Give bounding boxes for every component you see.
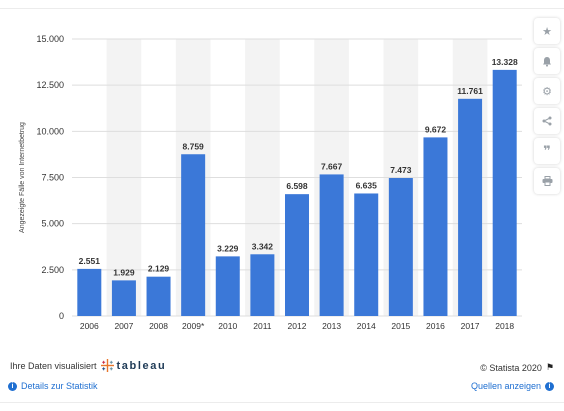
sources-link[interactable]: Quellen anzeigen i [471,381,554,391]
flag-icon: ⚑ [545,362,554,372]
data-label: 8.759 [183,141,205,151]
bar [77,268,102,316]
x-tick-label: 2014 [357,321,376,331]
visualized-text: Ihre Daten visualisiert [10,360,97,371]
y-axis-label: Angezeigte Fälle von Internetbetrug [19,122,26,233]
data-label: 2.551 [79,256,101,266]
cite-button[interactable]: ❞ [534,138,560,164]
bottom-divider [0,402,564,403]
share-button[interactable] [534,108,560,134]
data-label: 6.635 [356,180,378,190]
bar [492,69,517,316]
x-tick-label: 2008 [149,321,168,331]
data-label: 7.473 [390,165,412,175]
x-tick-label: 2018 [495,321,514,331]
info-icon: i [545,381,554,391]
bar [423,137,448,316]
y-tick-label: 7.500 [41,173,64,183]
notification-button[interactable] [534,48,560,74]
print-button[interactable] [534,168,560,194]
bar [458,98,483,316]
y-tick-label: 5.000 [41,219,64,229]
settings-button[interactable]: ⚙ [534,78,560,104]
x-tick-label: 2011 [253,321,272,331]
bar [285,194,309,316]
bar [319,174,344,316]
bell-icon [543,56,551,67]
data-label: 2.129 [148,264,170,274]
data-label: 3.342 [252,241,274,251]
favorite-button[interactable]: ★ [534,18,560,44]
y-tick-label: 12.500 [36,80,64,90]
y-tick-label: 15.000 [36,34,64,44]
y-tick-label: 2.500 [41,265,64,275]
details-link-label: Details zur Statistik [21,381,98,391]
x-tick-label: 2006 [80,321,99,331]
bar [181,154,206,316]
x-tick-label: 2009* [182,321,205,331]
data-label: 6.598 [286,181,308,191]
tableau-wordmark: tableau [116,359,167,372]
data-label: 13.328 [492,57,518,67]
print-icon [542,176,552,186]
x-tick-label: 2017 [461,321,480,331]
x-tick-label: 2007 [114,321,133,331]
share-icon [542,116,552,126]
bar [354,193,379,316]
copyright-text: © Statista 2020 [480,362,542,373]
bar-chart: 0 2.500 5.000 7.500 10.000 12.500 15.000 Angeze… [19,34,522,331]
data-label: 3.229 [217,243,239,253]
data-label: 9.672 [425,124,447,134]
x-tick-label: 2012 [288,321,307,331]
data-label: 1.929 [113,267,135,277]
bar [111,280,136,316]
side-toolbar: ★ ⚙ ❞ [534,18,560,194]
bar [215,256,240,316]
star-icon: ★ [542,25,552,38]
data-label: 7.667 [321,161,343,171]
x-tick-label: 2015 [391,321,410,331]
y-tick-label: 10.000 [36,126,64,136]
y-tick-label: 0 [59,311,64,321]
top-divider [0,8,564,9]
gear-icon: ⚙ [542,85,552,98]
bar [250,254,275,316]
quote-icon: ❞ [543,143,551,158]
tableau-logo[interactable]: tableau [100,359,167,372]
tableau-cross-icon [100,359,114,372]
details-link[interactable]: i Details zur Statistik [8,381,98,391]
bar [388,177,413,316]
bar [146,276,171,316]
x-tick-label: 2010 [218,321,237,331]
x-tick-label: 2016 [426,321,445,331]
visualized-by: Ihre Daten visualisiert tableau [10,359,166,372]
x-tick-label: 2013 [322,321,341,331]
data-label: 11.761 [457,86,483,96]
sources-link-label: Quellen anzeigen [470,381,541,391]
copyright: © Statista 2020 ⚑ [480,362,554,373]
info-icon: i [8,381,17,391]
